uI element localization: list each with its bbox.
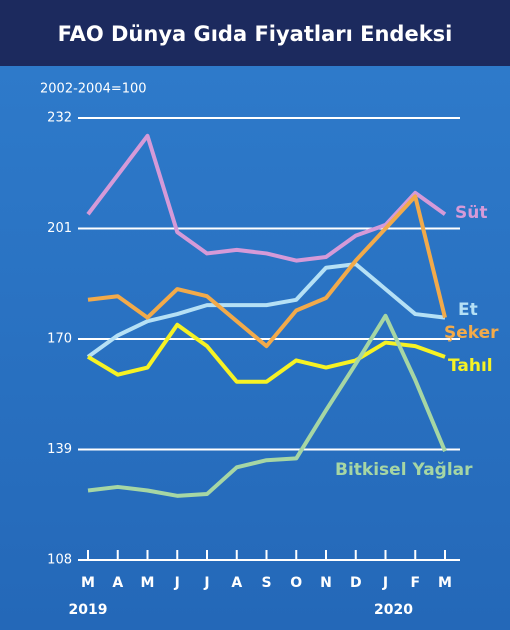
series-line bbox=[86, 322, 446, 384]
y-tick-label: 170 bbox=[47, 332, 72, 347]
y-tick-label: 232 bbox=[47, 111, 72, 126]
series-line bbox=[87, 313, 447, 498]
x-tick-label: J bbox=[174, 575, 180, 591]
x-tick-label: A bbox=[231, 575, 242, 591]
subtitle: 2002-2004=100 bbox=[40, 82, 147, 97]
y-tick-label: 108 bbox=[47, 553, 72, 568]
x-tick-label: M bbox=[81, 575, 95, 591]
x-tick-label: J bbox=[203, 575, 209, 591]
x-tick-label: D bbox=[350, 575, 362, 591]
series-line bbox=[87, 194, 447, 349]
title-bar bbox=[0, 0, 510, 66]
series-label: Tahıl bbox=[448, 356, 493, 376]
x-tick-label: M bbox=[141, 575, 155, 591]
series-line bbox=[86, 133, 447, 263]
year-label: 2019 bbox=[69, 602, 108, 618]
x-tick-label: S bbox=[261, 575, 271, 591]
x-tick-label: N bbox=[320, 575, 332, 591]
series-label: Bitkisel Yağlar bbox=[335, 460, 473, 480]
x-tick-label: A bbox=[112, 575, 123, 591]
x-tick-label: J bbox=[382, 575, 388, 591]
series-line bbox=[86, 262, 446, 359]
year-label: 2020 bbox=[374, 602, 413, 618]
x-tick-label: F bbox=[410, 575, 420, 591]
series-label: Süt bbox=[455, 203, 487, 223]
y-tick-label: 201 bbox=[47, 221, 72, 236]
series-label: Şeker bbox=[444, 323, 499, 343]
series-label: Et bbox=[458, 300, 478, 320]
x-tick-label: O bbox=[290, 575, 302, 591]
y-tick-label: 139 bbox=[47, 442, 72, 457]
chart-title: FAO Dünya Gıda Fiyatları Endeksi bbox=[58, 22, 453, 46]
x-tick-label: M bbox=[438, 575, 452, 591]
